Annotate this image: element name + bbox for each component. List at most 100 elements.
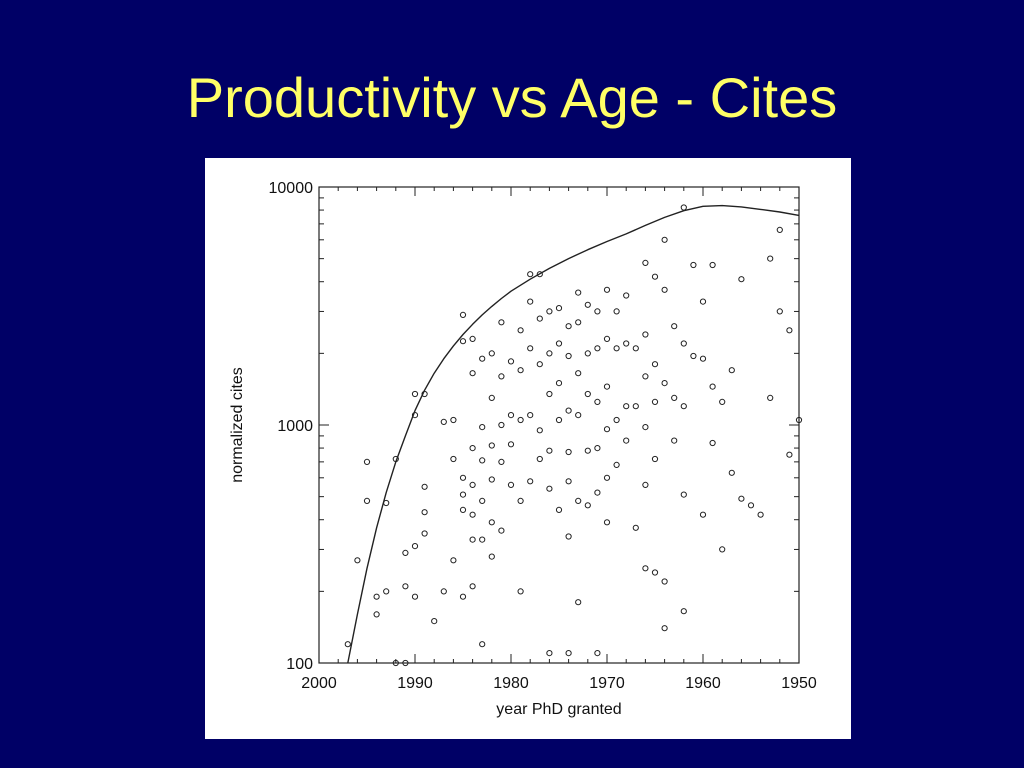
data-point (661, 236, 668, 243)
data-point (671, 437, 678, 444)
data-point (421, 509, 428, 516)
data-point (555, 305, 563, 312)
data-point (546, 447, 553, 454)
data-point (469, 370, 476, 377)
data-point (527, 412, 534, 419)
x-tick-label: 1950 (781, 675, 817, 692)
plot-frame (318, 186, 800, 664)
data-point (642, 331, 649, 338)
data-point (776, 308, 783, 315)
data-point (402, 549, 409, 556)
data-point (507, 358, 515, 365)
data-point (507, 481, 515, 488)
y-axis-label: normalized cites (229, 367, 246, 483)
data-point (632, 403, 639, 410)
data-point (776, 226, 783, 234)
data-point (651, 273, 659, 280)
data-point (584, 447, 591, 454)
data-point (546, 390, 553, 398)
data-point (440, 588, 447, 595)
data-point (383, 588, 390, 595)
data-point (488, 394, 495, 401)
data-point (719, 398, 726, 405)
data-point (469, 481, 476, 488)
data-point (642, 373, 649, 380)
data-point (575, 497, 582, 504)
data-point (450, 455, 457, 463)
data-point (603, 426, 611, 433)
data-point (488, 553, 495, 560)
data-point (786, 451, 793, 458)
data-point (651, 455, 659, 463)
data-point (719, 546, 726, 553)
data-point (373, 611, 380, 618)
data-point (661, 625, 668, 632)
data-point (613, 345, 620, 352)
envelope-curve (347, 204, 800, 664)
data-point (565, 407, 572, 414)
x-tick-label: 2000 (301, 675, 337, 692)
data-point (498, 527, 505, 534)
data-point (623, 437, 630, 444)
data-point (661, 286, 668, 293)
data-point (632, 345, 639, 352)
data-point (450, 416, 457, 424)
data-point (469, 335, 476, 342)
data-point (459, 474, 467, 481)
scatter-chart: 2000 1990 1980 1970 1960 1950 100 1000 10000 ye… (229, 180, 817, 718)
data-point (555, 380, 563, 387)
data-point (565, 533, 572, 540)
data-point (594, 489, 601, 496)
data-point (565, 478, 572, 485)
data-point (392, 455, 399, 463)
data-point (709, 383, 716, 390)
data-point (488, 519, 495, 526)
data-point (603, 383, 611, 390)
data-point (613, 416, 620, 424)
data-point (536, 315, 543, 322)
data-point (575, 289, 582, 296)
data-point (642, 424, 649, 431)
data-point (546, 308, 553, 315)
data-point (623, 340, 630, 347)
data-point (603, 474, 611, 481)
data-point (498, 319, 505, 326)
x-tick-label: 1980 (493, 675, 529, 692)
data-point (479, 497, 486, 504)
data-point (546, 350, 553, 357)
data-point (488, 350, 495, 357)
data-point (767, 255, 774, 262)
data-point (603, 286, 611, 293)
data-point (642, 565, 649, 572)
data-point (728, 469, 735, 476)
data-point (498, 373, 505, 380)
data-point (527, 478, 534, 485)
data-point (584, 350, 591, 357)
data-point (517, 588, 524, 595)
data-point (738, 495, 745, 502)
data-point (488, 476, 495, 483)
data-point (517, 367, 524, 374)
data-point (661, 578, 668, 585)
data-point (738, 276, 745, 283)
data-point (469, 536, 476, 543)
data-point (680, 491, 687, 498)
data-point (517, 327, 524, 334)
envelope-curve-layer (347, 204, 800, 664)
x-tick-label: 1970 (589, 675, 625, 692)
data-point (440, 418, 447, 425)
data-point (575, 412, 582, 419)
data-point (459, 593, 467, 600)
data-point (498, 458, 505, 465)
data-point (421, 390, 428, 398)
data-point (594, 345, 601, 352)
x-tick-label: 1990 (397, 675, 433, 692)
data-point (671, 323, 678, 330)
data-point (651, 398, 659, 405)
data-point (555, 340, 563, 347)
data-point (680, 608, 687, 615)
data-point (575, 319, 582, 326)
data-point (363, 458, 371, 465)
data-point (507, 441, 515, 448)
data-point (431, 618, 438, 625)
